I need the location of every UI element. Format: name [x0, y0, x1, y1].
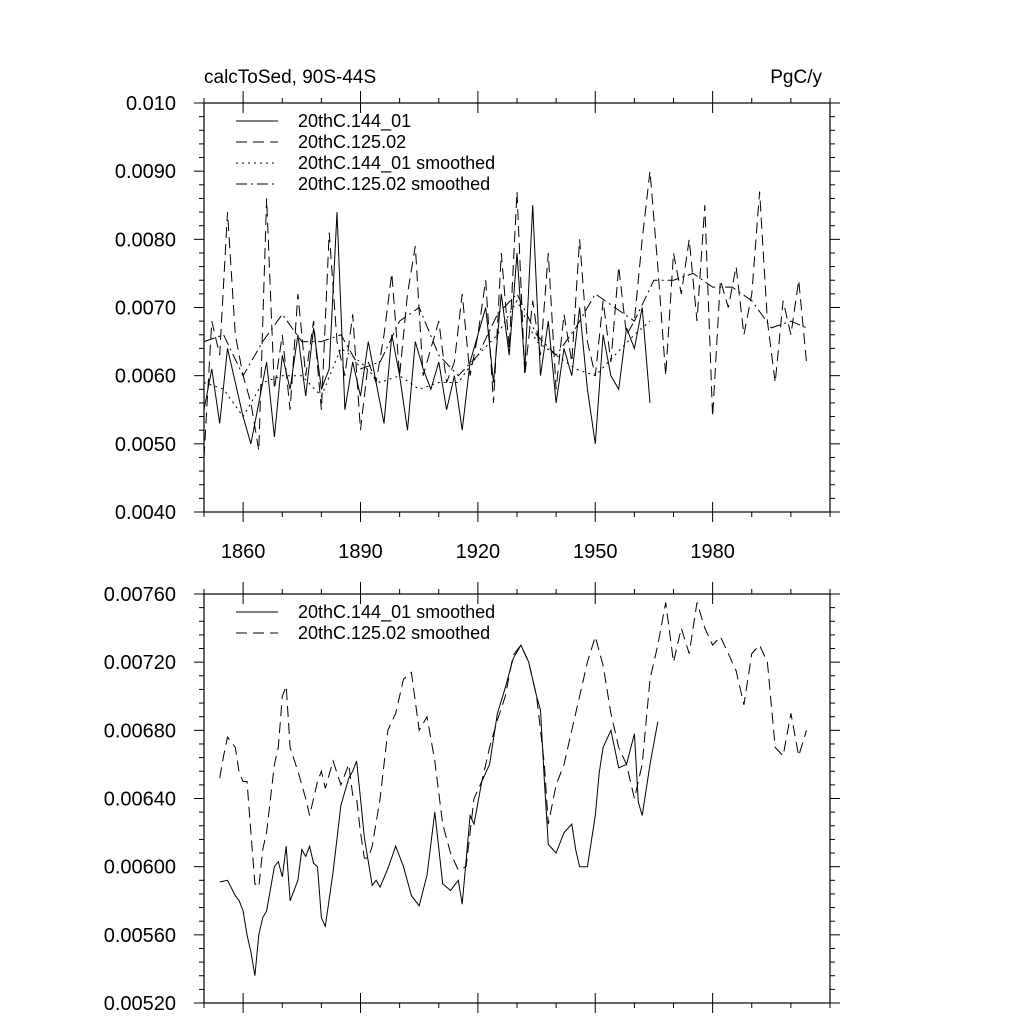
x-tick-label: 1890 [338, 541, 383, 563]
y-tick-label: 0.00680 [104, 720, 176, 742]
series-line-1 [203, 205, 651, 444]
x-tick-label: 1860 [221, 541, 266, 563]
units-label: PgC/y [770, 67, 822, 88]
y-tick-label: 0.0060 [115, 366, 176, 388]
series-line-1 [219, 644, 659, 976]
x-tick-label: 1950 [573, 541, 618, 563]
y-tick-label: 0.0040 [115, 502, 176, 524]
legend-label: 20thC.125.02 smoothed [298, 623, 490, 643]
chart-title: calcToSed, 90S-44S [204, 67, 376, 88]
legend-label: 20thC.144_01 [298, 111, 411, 132]
y-tick-label: 0.00640 [104, 789, 176, 811]
legend-label: 20thC.125.02 [298, 132, 406, 152]
y-tick-label: 0.00560 [104, 925, 176, 947]
top-panel: 0.0040 0.0050 0.0060 0.0070 0.0080 0.0090 0.01… [115, 67, 840, 563]
y-tick-label: 0.00720 [104, 652, 176, 674]
x-tick-label: 1980 [690, 541, 735, 563]
series-line-2 [219, 602, 807, 889]
legend-label: 20thC.144_01 smoothed [298, 602, 495, 623]
y-tick-label: 0.0080 [115, 229, 176, 251]
y-tick-label: 0.0070 [115, 298, 176, 320]
y-tick-label: 0.00760 [104, 584, 176, 606]
plot-frame [203, 593, 831, 1004]
series-line-2 [203, 171, 807, 458]
x-tick-label: 1920 [456, 541, 501, 563]
legend-label: 20thC.144_01 smoothed [298, 153, 495, 174]
y-tick-label: 0.0050 [115, 434, 176, 456]
series-line-4 [203, 272, 807, 377]
legend-label: 20thC.125.02 smoothed [298, 174, 490, 194]
y-tick-label: 0.00520 [104, 993, 176, 1015]
y-tick-label: 0.0090 [115, 161, 176, 183]
bottom-panel: 0.00520 0.00560 0.00600 0.00640 0.00680 0.007… [104, 582, 840, 1015]
y-tick-label: 0.010 [126, 93, 176, 115]
y-tick-label: 0.00600 [104, 857, 176, 879]
